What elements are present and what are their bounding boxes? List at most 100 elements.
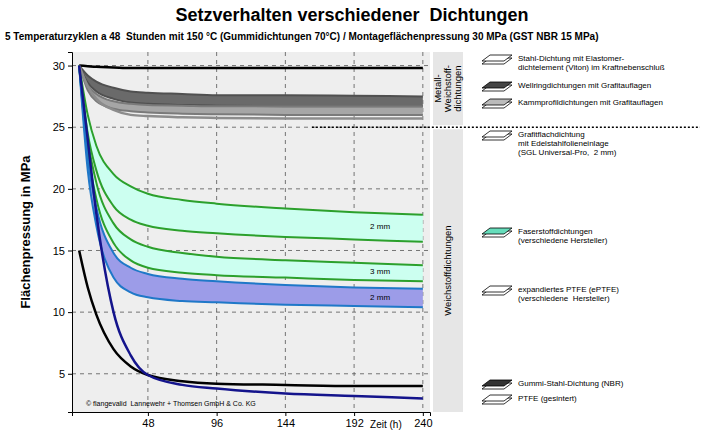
band-edge — [79, 66, 423, 308]
band-edge — [79, 66, 423, 282]
subtitle: 5 Temperaturzyklen a 48 Stunden mit 150 … — [5, 31, 599, 42]
band-edge — [79, 66, 423, 266]
x-tick-label: 192 — [345, 417, 363, 429]
x-tick-mark — [148, 412, 149, 416]
x-tick-label: 240 — [414, 417, 432, 429]
y-tick-mark — [68, 66, 72, 67]
group-box — [433, 129, 463, 412]
group-label: Weichstoffdichtungen — [442, 225, 453, 316]
plot-area — [79, 66, 423, 399]
series-line — [79, 66, 423, 399]
legend: Stahl-Dichtung mit Elastomer-dichtelemen… — [482, 54, 665, 404]
legend-label: Faserstoffdichtungen(verschiedene Herste… — [518, 227, 608, 245]
x-tick: 240 — [414, 412, 432, 429]
legend-icon-top — [482, 99, 512, 105]
series-line — [79, 66, 423, 68]
legend-icon — [482, 228, 512, 237]
group-boundary — [312, 126, 700, 128]
y-tick-label: 10 — [53, 306, 65, 318]
legend-icon-top — [482, 228, 512, 234]
legend-icon — [482, 380, 512, 389]
grid — [72, 52, 430, 412]
band-edge — [79, 66, 423, 97]
y-tick-mark — [68, 250, 72, 251]
y-axis: 5 10 15 20 25 30 — [53, 53, 73, 413]
band-edge — [79, 66, 423, 107]
x-tick: 144 — [277, 412, 295, 429]
band-area — [79, 66, 423, 115]
grid-line-y — [72, 312, 430, 313]
y-tick-label: 15 — [53, 245, 65, 257]
y-tick-mark — [68, 312, 72, 313]
y-tick: 20 — [53, 183, 72, 195]
legend-label: expandiertes PTFE (ePTFE)(verschiedene H… — [518, 285, 619, 303]
grid-line-y — [72, 373, 430, 374]
x-axis-line — [73, 413, 431, 417]
plot-background — [72, 52, 430, 412]
series-line — [79, 66, 423, 119]
band-label: 3 mm — [370, 267, 390, 276]
x-tick-label: 96 — [211, 417, 223, 429]
legend-icon-top — [482, 131, 512, 137]
x-tick: 48 — [142, 412, 154, 429]
band-area — [79, 66, 423, 308]
grid-line-y — [72, 65, 430, 66]
y-tick-mark — [68, 127, 72, 128]
y-tick-label: 20 — [53, 183, 65, 195]
y-tick-label: 30 — [53, 60, 65, 72]
band-edge — [79, 66, 423, 115]
legend-icon-top — [482, 82, 512, 88]
x-tick-mark — [217, 412, 218, 416]
legend-icon — [482, 99, 512, 108]
band-label: 2 mm — [370, 222, 390, 231]
legend-label: Gummi-Stahl-Dichtung (NBR) — [518, 379, 624, 388]
y-tick-mark — [68, 189, 72, 190]
band-edge — [79, 66, 423, 215]
band-edge — [79, 66, 423, 242]
legend-icon-top — [482, 395, 512, 401]
title: Setzverhalten verschiedener Dichtungen — [175, 5, 528, 25]
y-tick-mark — [68, 374, 72, 375]
legend-icon-top — [482, 286, 512, 292]
y-axis-title: Flächenpressung in MPa — [18, 155, 33, 309]
band-label: 2 mm — [370, 293, 390, 302]
x-tick-mark — [354, 412, 355, 416]
y-tick: 25 — [53, 121, 72, 133]
x-axis-title: Zeit (h) — [370, 419, 402, 430]
legend-label: Kammprofildichtungen mit Grafitauflagen — [518, 98, 663, 107]
x-tick-mark — [285, 412, 286, 416]
x-tick: 96 — [211, 412, 223, 429]
legend-icon — [482, 286, 512, 295]
x-tick-mark — [423, 412, 424, 416]
y-tick: 5 — [59, 368, 72, 380]
series-line — [79, 250, 423, 386]
y-tick: 10 — [53, 306, 72, 318]
band-area — [79, 66, 423, 242]
group-label: Metall-Weichstoff-dichtungen — [432, 65, 463, 112]
band-area — [79, 66, 423, 107]
y-axis-line — [68, 53, 73, 413]
legend-icon-top — [482, 380, 512, 386]
x-tick: 192 — [345, 412, 363, 429]
x-tick-label: 144 — [277, 417, 295, 429]
y-tick-label: 5 — [59, 368, 65, 380]
band-edge — [79, 66, 423, 289]
legend-icon-top — [482, 55, 512, 61]
y-tick: 15 — [53, 245, 72, 257]
chart: Setzverhalten verschiedener Dichtungen 5 … — [0, 0, 704, 438]
legend-icon — [482, 395, 512, 404]
legend-icon — [482, 55, 512, 64]
band-area — [79, 66, 423, 282]
legend-label: PTFE (gesintert) — [518, 394, 577, 403]
legend-label: Wellringdichtungen mit Grafitauflagen — [518, 81, 651, 90]
legend-label: Grafitflachdichtungmit Edelstahlfolienei… — [518, 130, 617, 157]
x-tick-label: 48 — [142, 417, 154, 429]
legend-label: Stahl-Dichtung mit Elastomer-dichtelemen… — [518, 54, 665, 72]
footnote: © flangevalid Lannewehr + Thomsen GmbH &… — [86, 400, 256, 408]
legend-icon — [482, 131, 512, 140]
y-tick-label: 25 — [53, 121, 65, 133]
band-edge — [79, 66, 423, 107]
y-tick: 30 — [53, 60, 72, 72]
legend-icon — [482, 82, 512, 91]
group-box — [433, 52, 463, 125]
